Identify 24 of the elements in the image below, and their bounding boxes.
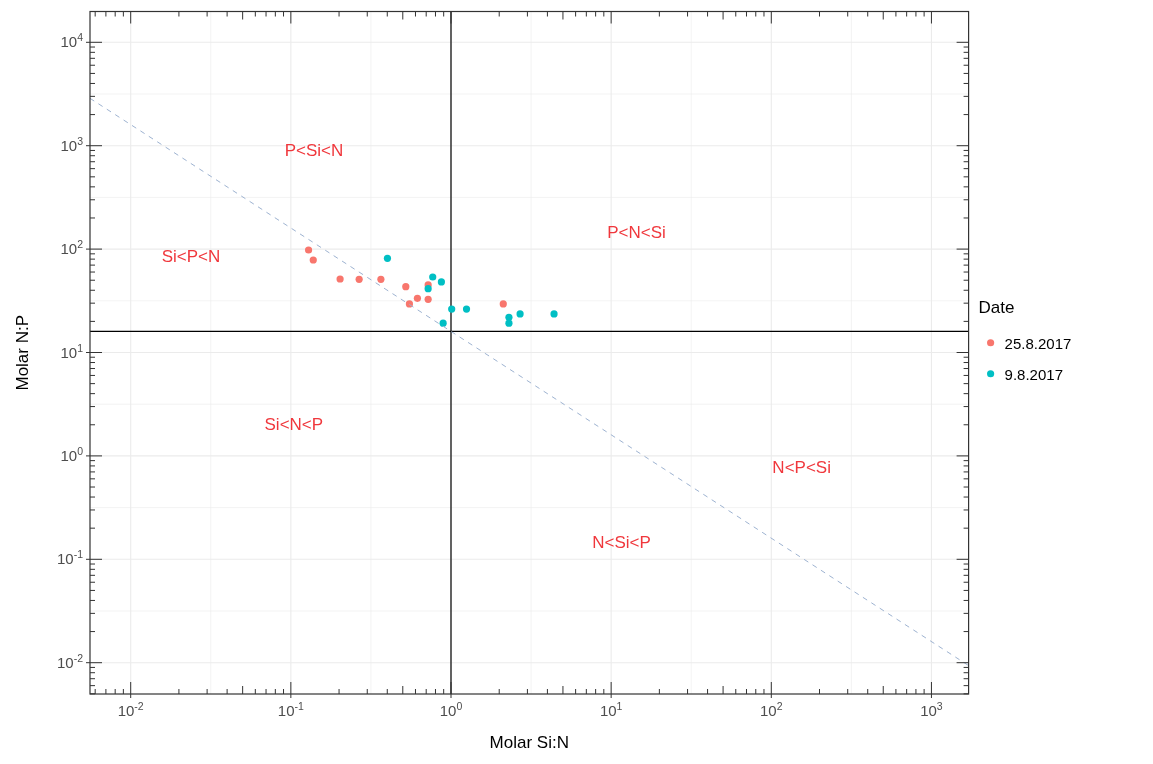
annotation: N<P<Si xyxy=(772,457,831,477)
y-tick-label: 10$^{2}$ xyxy=(60,238,84,258)
annotation: Si<P<N xyxy=(161,246,221,266)
y-tick-label: 10$^{-1}$ xyxy=(56,548,84,568)
annotation: P<Si<N xyxy=(284,140,344,160)
y-tick-label: 10$^{0}$ xyxy=(60,444,84,464)
x-tick-label: 10$^{-2}$ xyxy=(117,700,144,719)
y-tick-label: 10$^{1}$ xyxy=(60,341,84,361)
x-tick-label: 10$^{2}$ xyxy=(760,700,783,719)
y-axis-title: Molar N:P xyxy=(13,314,32,391)
legend-label: 25.8.2017 xyxy=(1004,334,1072,352)
legend-label: 9.8.2017 xyxy=(1004,365,1063,383)
x-tick-label: 10$^{3}$ xyxy=(920,700,943,719)
y-tick-label: 10$^{-2}$ xyxy=(56,651,84,671)
x-tick-label: 10$^{-1}$ xyxy=(277,700,305,719)
x-tick-label: 10$^{0}$ xyxy=(439,700,463,719)
y-tick-label: 10$^{3}$ xyxy=(60,134,84,154)
x-axis-title: Molar Si:N xyxy=(489,733,569,752)
legend-title: Date xyxy=(978,297,1015,317)
y-tick-label: 10$^{4}$ xyxy=(60,31,84,51)
annotation: P<N<Si xyxy=(607,223,666,243)
annotation: Si<N<P xyxy=(264,414,324,434)
annotation: N<Si<P xyxy=(592,533,651,553)
x-tick-label: 10$^{1}$ xyxy=(599,700,623,719)
